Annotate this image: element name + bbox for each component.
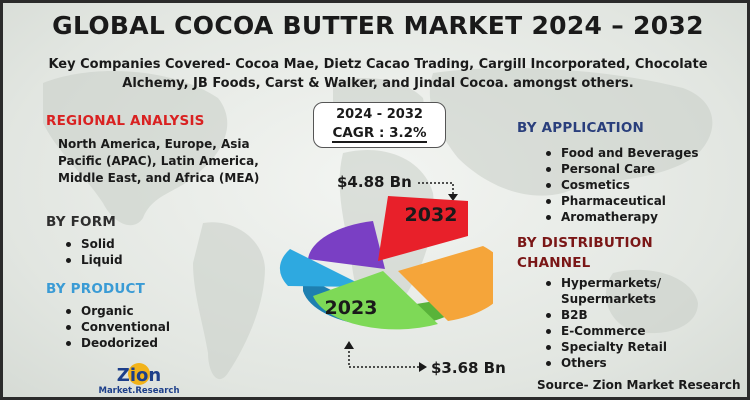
pie-slice-purple [308,221,385,269]
by-product-heading: BY PRODUCT [46,281,146,297]
logo-line1: Zion [117,365,161,386]
pie-slice-red [378,196,468,261]
list-item: B2B [543,307,713,323]
by-application-heading: BY APPLICATION [517,120,645,136]
by-distribution-heading-line1: BY DISTRIBUTION [517,235,653,251]
cagr-value: CAGR : 3.2% [332,125,427,143]
cagr-years: 2024 - 2032 [336,107,423,122]
by-distribution-list: Hypermarkets/ Supermarkets B2B E-Commerc… [543,275,713,371]
arrow-2023-icon [344,341,427,372]
by-product-list: Organic Conventional Deodorized [63,303,170,351]
page-title: GLOBAL COCOA BUTTER MARKET 2024 – 2032 [52,11,704,40]
list-item: E-Commerce [543,323,713,339]
list-item: Solid [63,236,123,252]
list-item: Pharmaceutical [543,193,699,209]
list-item: Conventional [63,319,170,335]
zion-logo: Zion Market.Research [98,360,180,397]
list-item: Food and Beverages [543,145,699,161]
by-form-list: Solid Liquid [63,236,123,268]
list-item: Liquid [63,252,123,268]
pie-slice-orange [398,246,493,321]
source-credit: Source- Zion Market Research [537,378,741,392]
by-distribution-heading: BY DISTRIBUTION CHANNEL [517,235,653,271]
by-distribution-heading-line2: CHANNEL [517,255,591,271]
list-item: Cosmetics [543,177,699,193]
list-item: Personal Care [543,161,699,177]
key-companies-subtitle: Key Companies Covered- Cocoa Mae, Dietz … [48,57,708,91]
regional-analysis-heading: REGIONAL ANALYSIS [46,113,205,129]
pie-slice-blue [279,249,366,287]
arrow-2032-icon [418,182,458,201]
list-item: Deodorized [63,335,170,351]
list-item: Aromatherapy [543,209,699,225]
pie-slice-green [313,271,438,330]
by-application-list: Food and Beverages Personal Care Cosmeti… [543,145,699,225]
market-pie-chart: 2032 2023 [279,196,493,330]
value-2023-label: $3.68 Bn [431,359,506,377]
value-2032-label: $4.88 Bn [337,173,412,191]
pie-label-2032: 2032 [405,204,458,226]
regional-analysis-text: North America, Europe, Asia Pacific (APA… [58,137,260,185]
list-item: Specialty Retail [543,339,713,355]
cagr-box: 2024 - 2032 CAGR : 3.2% [313,102,446,148]
list-item: Others [543,355,713,371]
pie-label-2023: 2023 [325,297,378,319]
logo-line2: Market.Research [99,386,179,396]
list-item: Organic [63,303,170,319]
list-item: Hypermarkets/ Supermarkets [543,275,713,307]
by-form-heading: BY FORM [46,214,116,230]
